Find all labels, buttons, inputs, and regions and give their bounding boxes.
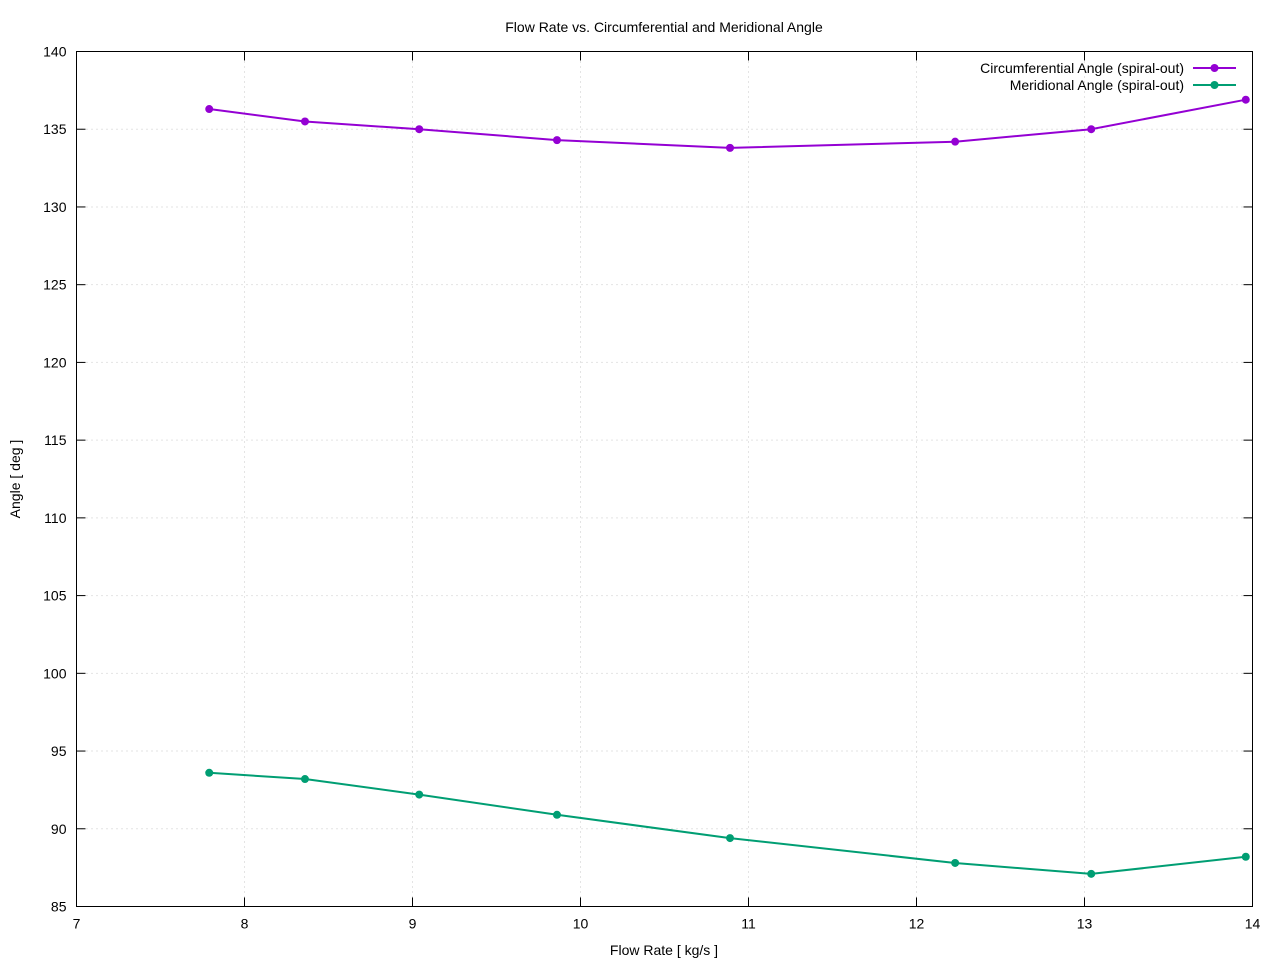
data-point <box>415 790 424 799</box>
legend-label: Meridional Angle (spiral-out) <box>1010 77 1184 93</box>
legend: Circumferential Angle (spiral-out)Meridi… <box>980 60 1236 93</box>
x-tick-label: 10 <box>573 916 589 932</box>
x-tick-label: 13 <box>1077 916 1093 932</box>
data-point <box>726 143 735 152</box>
grid <box>76 51 1253 907</box>
y-tick-label: 120 <box>43 354 67 370</box>
data-point <box>726 834 735 843</box>
data-point <box>1087 125 1096 134</box>
legend-item: Circumferential Angle (spiral-out) <box>980 60 1236 76</box>
data-point <box>1241 852 1250 861</box>
y-tick-label: 125 <box>43 277 67 293</box>
y-tick-label: 135 <box>43 121 67 137</box>
series-line <box>209 98 1246 149</box>
x-tick-label: 14 <box>1245 916 1261 932</box>
data-point <box>951 137 960 146</box>
data-point <box>300 775 309 784</box>
y-tick-label: 130 <box>43 199 67 215</box>
x-tick-label: 8 <box>241 916 249 932</box>
y-tick-label: 115 <box>44 432 67 448</box>
data-point <box>415 125 424 134</box>
plot-frame <box>76 51 1253 907</box>
y-tick-label: 95 <box>51 743 67 759</box>
y-tick-label: 140 <box>43 44 67 60</box>
chart-title: Flow Rate vs. Circumferential and Meridi… <box>505 19 823 35</box>
legend-label: Circumferential Angle (spiral-out) <box>980 60 1184 76</box>
data-point <box>205 105 214 114</box>
legend-item: Meridional Angle (spiral-out) <box>1010 77 1236 93</box>
data-point <box>951 858 960 867</box>
y-tick-label: 100 <box>43 665 67 681</box>
data-point <box>300 117 309 126</box>
tick-labels: 7 8 9 10 11 12 13 14 85 90 95 100 105 110 115 120 125 130… <box>43 44 1260 932</box>
y-tick-label: 85 <box>51 899 67 915</box>
series-1 <box>205 95 1250 152</box>
y-axis-title: Angle [ deg ] <box>7 440 23 519</box>
y-tick-label: 105 <box>43 588 67 604</box>
x-tick-label: 9 <box>409 916 417 932</box>
legend-marker <box>1210 64 1219 72</box>
series-2 <box>205 768 1250 878</box>
data-point <box>1087 869 1096 878</box>
x-tick-label: 12 <box>909 916 925 932</box>
series-area <box>205 95 1250 878</box>
data-point <box>552 136 561 145</box>
series-line <box>209 771 1246 875</box>
data-point <box>1241 95 1250 104</box>
x-axis-title: Flow Rate [ kg/s ] <box>610 942 718 958</box>
y-tick-label: 110 <box>44 510 67 526</box>
y-tick-label: 90 <box>51 821 67 837</box>
data-point <box>552 810 561 819</box>
x-tick-label: 7 <box>73 916 81 932</box>
x-tick-label: 11 <box>741 916 756 932</box>
data-point <box>205 768 214 777</box>
legend-marker <box>1210 81 1219 89</box>
